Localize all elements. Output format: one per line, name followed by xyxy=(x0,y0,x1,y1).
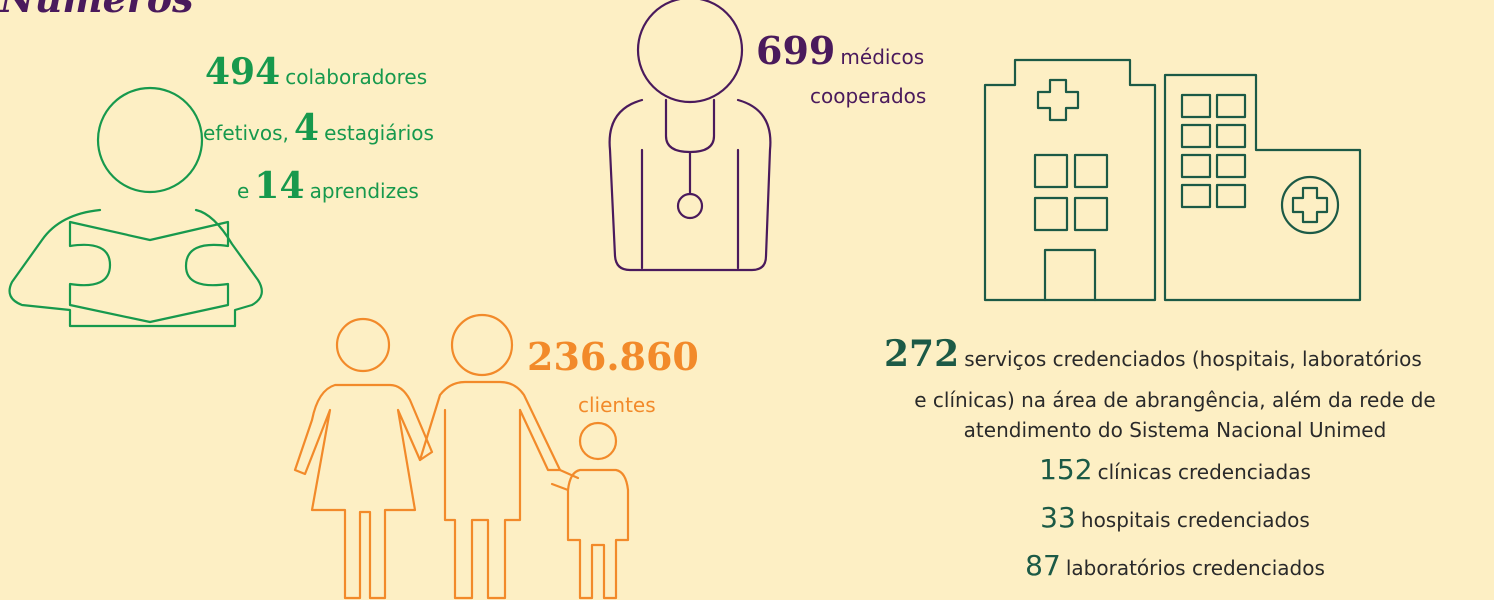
title: Números xyxy=(0,0,194,18)
label: clientes xyxy=(578,393,656,417)
number: 152 xyxy=(1039,453,1093,486)
number: 272 xyxy=(884,333,960,375)
label: hospitais credenciados xyxy=(1080,508,1310,532)
reader-icon xyxy=(8,86,263,328)
label: laboratórios credenciados xyxy=(1065,556,1325,580)
number: 33 xyxy=(1040,501,1076,534)
stat-line: efetivos, 4 estagiários xyxy=(203,110,434,146)
hospital-icon xyxy=(983,58,1362,302)
number: 494 xyxy=(205,51,281,93)
label: médicos xyxy=(840,45,925,69)
number: 14 xyxy=(254,165,305,207)
label: e clínicas) na área de abrangência, além… xyxy=(914,388,1436,412)
stat-line: 272 serviços credenciados (hospitais, la… xyxy=(884,336,1422,372)
doctor-icon xyxy=(608,0,772,272)
number: 699 xyxy=(756,28,836,73)
family-icon xyxy=(293,313,630,600)
label: estagiários xyxy=(324,121,434,145)
label: e xyxy=(237,179,250,203)
stat-line: 494 colaboradores xyxy=(205,54,427,90)
label: efetivos, xyxy=(203,121,289,145)
stat-line: 152 clínicas credenciadas xyxy=(860,456,1490,484)
stat-line: e 14 aprendizes xyxy=(237,168,419,204)
number: 236.860 xyxy=(527,334,699,379)
stat-line: 33 hospitais credenciados xyxy=(860,504,1490,532)
label: cooperados xyxy=(810,84,927,108)
label: colaboradores xyxy=(285,65,428,89)
stat-line: 699 médicos xyxy=(756,32,924,70)
label: clínicas credenciadas xyxy=(1097,460,1311,484)
label: serviços credenciados (hospitais, labora… xyxy=(964,347,1422,371)
stat-line: 87 laboratórios credenciados xyxy=(860,552,1490,580)
label: aprendizes xyxy=(309,179,419,203)
label: atendimento do Sistema Nacional Unimed xyxy=(963,418,1387,442)
number: 87 xyxy=(1025,549,1061,582)
number: 4 xyxy=(294,107,320,149)
